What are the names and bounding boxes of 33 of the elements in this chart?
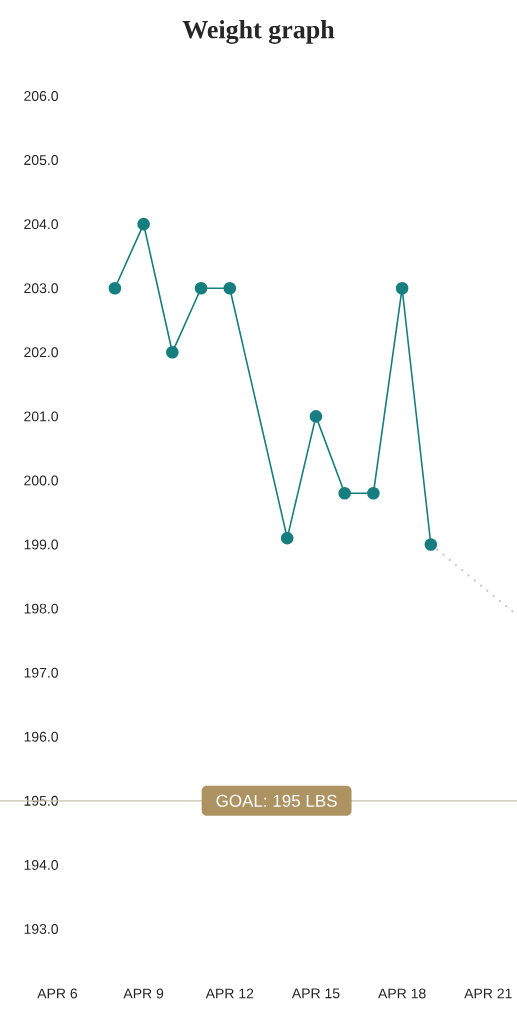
y-tick-label: 198.0 — [24, 603, 59, 614]
y-tick-label: 201.0 — [24, 411, 59, 422]
point — [223, 281, 237, 295]
point — [367, 486, 380, 500]
y-tick-label: 205.0 — [24, 155, 59, 166]
y-tick-label: 195.0 — [24, 795, 59, 806]
point — [338, 486, 351, 500]
y-tick-label: 197.0 — [24, 667, 59, 678]
point — [194, 281, 208, 295]
y-tick-label: 194.0 — [24, 859, 59, 870]
y-tick-label: 193.0 — [24, 924, 59, 934]
y-tick-label: 206.0 — [24, 91, 59, 101]
point — [108, 281, 122, 295]
point — [395, 281, 409, 295]
y-tick-label: 202.0 — [24, 347, 59, 358]
y-tick-label: 199.0 — [24, 539, 59, 550]
point — [424, 538, 438, 551]
x-tick-label: APR 18 — [378, 988, 426, 999]
y-tick-label: 204.0 — [24, 219, 59, 230]
ref-line-label: GOAL: 195 LBS — [216, 794, 337, 807]
x-tick-label: APR 12 — [205, 988, 254, 999]
y-tick-label: 200.0 — [24, 475, 59, 486]
x-tick-label: APR 21 — [464, 988, 512, 999]
y-tick-label: 196.0 — [24, 731, 59, 742]
x-tick-label: APR 15 — [291, 988, 340, 999]
point — [280, 531, 294, 545]
point — [166, 346, 179, 359]
point — [309, 410, 323, 423]
chart-title: Weight graph — [182, 20, 335, 44]
y-tick-label: 203.0 — [24, 283, 59, 294]
x-tick-label: APR 9 — [123, 988, 164, 999]
x-tick-label: APR 6 — [37, 988, 78, 999]
point — [137, 217, 150, 231]
